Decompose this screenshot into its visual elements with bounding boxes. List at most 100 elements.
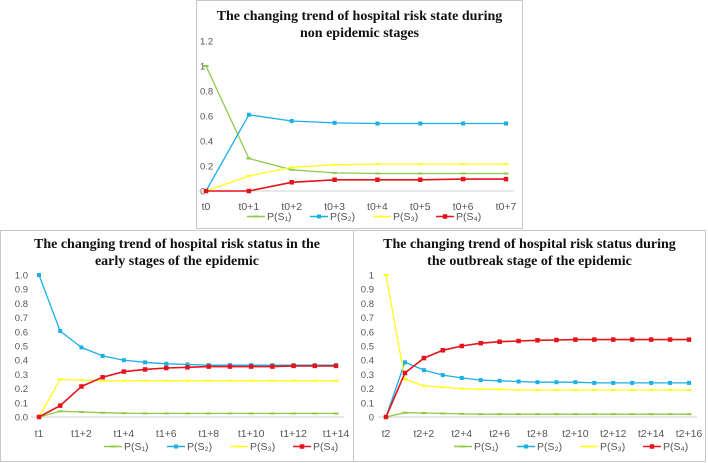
data-point-S2	[459, 375, 464, 380]
data-point-S4	[142, 367, 148, 372]
data-point-S4	[289, 180, 294, 185]
y-tick-label: 0.8	[200, 87, 213, 98]
data-point-S1	[591, 413, 597, 416]
y-tick-label: 1	[369, 271, 374, 282]
data-point-S2	[461, 121, 466, 126]
data-point-S1	[269, 412, 275, 415]
data-point-S3	[667, 389, 673, 392]
data-point-S1	[497, 413, 503, 416]
data-point-S3	[78, 379, 84, 382]
legend-marker	[460, 445, 466, 448]
data-point-S4	[478, 340, 483, 346]
data-point-S4	[402, 370, 408, 376]
data-point-S2	[440, 373, 445, 378]
data-point-S2	[375, 121, 380, 126]
data-point-S2	[37, 273, 41, 277]
data-point-S2	[185, 362, 190, 367]
legend: P(S₁) P(S₂) P(S₃) P(S₄)	[247, 211, 481, 223]
data-point-S2	[289, 119, 294, 123]
x-tick-label: t1+2	[71, 428, 92, 440]
legend-marker	[649, 444, 655, 449]
data-point-S4	[648, 337, 654, 342]
data-point-S4	[440, 348, 446, 353]
chart-early-epidemic: The changing trend of hospital risk stat…	[0, 230, 354, 462]
data-point-S1	[185, 412, 190, 415]
data-point-S4	[206, 364, 211, 369]
data-point-S3	[121, 379, 127, 382]
data-point-S4	[332, 177, 337, 182]
data-point-S4	[185, 365, 190, 370]
series-S1	[36, 410, 339, 418]
series-line-S4	[206, 178, 506, 192]
data-point-S2	[687, 380, 691, 385]
x-tick-label: t1+12	[280, 428, 307, 440]
y-tick-label: 0.6	[200, 112, 213, 123]
data-point-S1	[78, 411, 84, 414]
data-point-S2	[649, 380, 654, 385]
legend-item-S1: P(S₁)	[247, 211, 292, 223]
data-point-S1	[417, 172, 423, 175]
y-tick-label: 0.4	[361, 356, 374, 367]
x-tick-label: t0+1	[238, 201, 259, 213]
data-point-S1	[227, 412, 233, 415]
data-point-S3	[332, 163, 338, 166]
data-point-S2	[79, 345, 84, 350]
data-point-S3	[206, 379, 212, 382]
data-point-S3	[460, 163, 466, 166]
legend: P(S₁) P(S₂) P(S₃) P(S₄)	[454, 441, 688, 453]
data-point-S3	[185, 379, 190, 382]
x-tick-label: t2+10	[562, 428, 589, 440]
data-point-S1	[648, 413, 654, 416]
title-line: non epidemic stages	[300, 26, 419, 41]
series-S2	[37, 273, 338, 368]
legend: P(S₁) P(S₂) P(S₃) P(S₄)	[104, 441, 338, 453]
legend-label: P(S₄)	[663, 441, 688, 453]
data-point-S2	[611, 380, 616, 385]
data-point-S2	[58, 329, 63, 334]
data-point-S4	[686, 337, 692, 342]
data-point-S1	[100, 411, 106, 414]
legend-label: P(S₃)	[250, 441, 275, 453]
data-point-S4	[535, 338, 540, 343]
data-point-S3	[333, 379, 339, 382]
data-point-S1	[402, 411, 408, 414]
x-tick-label: t1+14	[323, 428, 350, 440]
data-point-S1	[460, 172, 466, 175]
data-point-S4	[573, 337, 578, 342]
series-line-S4	[385, 338, 689, 418]
title-line: The changing trend of hospital risk stat…	[216, 9, 503, 24]
data-point-S4	[629, 337, 635, 342]
legend-item-S4: P(S₄)	[436, 211, 481, 223]
data-point-S4	[459, 343, 464, 349]
data-point-S4	[460, 176, 466, 182]
data-point-S2	[418, 121, 423, 126]
data-point-S1	[667, 413, 673, 416]
legend-marker	[253, 215, 259, 218]
data-point-S4	[312, 363, 318, 369]
data-point-S2	[554, 380, 559, 385]
chart-plot: 0.0 0.1 0.2 0.3 0.4 0.5 0.6 0.7 0.8 0.9 1.0 t1 t1+2 t…	[15, 271, 350, 454]
data-point-S3	[417, 163, 423, 166]
series-S4	[383, 337, 692, 420]
y-tick-label: 0.3	[15, 370, 28, 381]
data-point-S3	[291, 379, 297, 382]
data-point-S1	[163, 412, 169, 415]
y-tick-label: 0.7	[361, 313, 374, 324]
data-point-S1	[374, 172, 380, 175]
y-tick-label: 0.8	[361, 299, 374, 310]
data-point-S2	[592, 380, 597, 385]
data-point-S1	[572, 413, 578, 416]
y-tick-label: 1.2	[200, 37, 213, 48]
chart-plot: 0 0.1 0.2 0.3 0.4 0.5 0.6 0.7 0.8 0.9 1 t2 t2+2 t2+4 t…	[361, 271, 703, 454]
legend-label: P(S₂)	[537, 441, 562, 453]
legend-label: P(S₁)	[474, 441, 499, 453]
series-S1	[203, 65, 509, 175]
legend-item-S2: P(S₂)	[517, 441, 562, 453]
data-point-S3	[289, 166, 295, 169]
legend-marker	[317, 214, 321, 219]
series-line-S2	[205, 114, 506, 192]
data-point-S3	[497, 388, 503, 391]
data-point-S3	[553, 389, 559, 392]
legend-label: P(S₄)	[456, 211, 481, 223]
data-point-S4	[497, 339, 502, 344]
